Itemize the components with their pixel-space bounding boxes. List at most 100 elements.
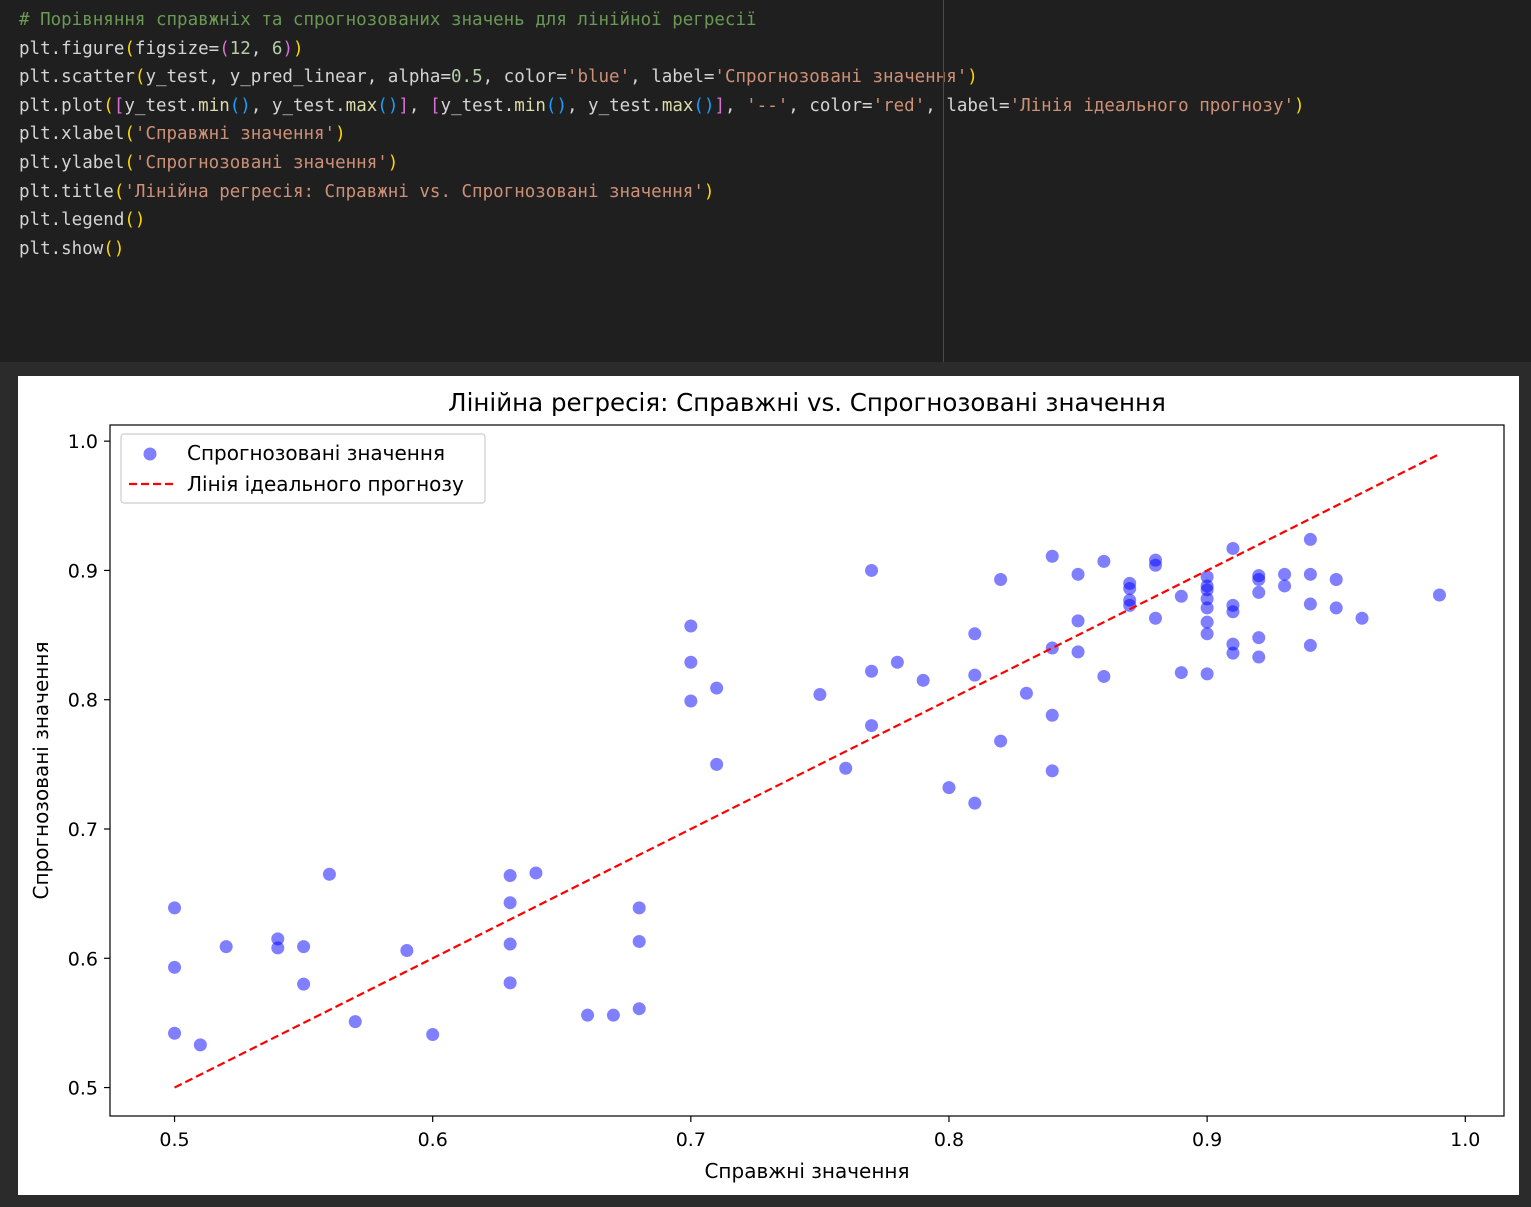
- code-token: 'Спрогнозовані значення': [134, 152, 388, 173]
- scatter-point: [1252, 631, 1266, 645]
- code-token: ): [1294, 95, 1305, 116]
- scatter-points: [168, 532, 1446, 1052]
- axes-frame: [109, 424, 1505, 1117]
- code-cell[interactable]: # Порівняння справжніх та спрогнозованих…: [0, 0, 1531, 362]
- scatter-point: [710, 757, 724, 771]
- code-token: (: [219, 38, 230, 59]
- x-axis: 0.5 0.6 0.7 0.8 0.9 1.0: [159, 1116, 1480, 1151]
- y-tick-label: 0.7: [68, 819, 98, 841]
- scatter-point: [1432, 588, 1446, 602]
- code-editor[interactable]: # Порівняння справжніх та спрогнозованих…: [19, 6, 1305, 263]
- scatter-point: [1200, 583, 1214, 597]
- scatter-point: [684, 619, 698, 633]
- ruler-line: [943, 0, 944, 362]
- code-token: (): [693, 95, 715, 116]
- scatter-point: [1123, 582, 1137, 596]
- scatter-point: [1200, 627, 1214, 641]
- x-axis-label: Справжні значення: [704, 1159, 909, 1183]
- legend-box: [120, 433, 486, 504]
- scatter-point: [219, 940, 233, 954]
- scatter-point: [271, 941, 285, 955]
- code-token: ,: [725, 95, 747, 116]
- scatter-point: [1174, 589, 1188, 603]
- scatter-point: [529, 866, 543, 880]
- code-token: 'Справжні значення': [134, 124, 336, 145]
- x-tick-label: 0.8: [934, 1129, 964, 1151]
- code-token: (: [124, 152, 135, 173]
- code-token: 'Спрогнозовані значення': [714, 67, 968, 88]
- scatter-point: [1019, 686, 1033, 700]
- code-token: [: [429, 95, 441, 116]
- scatter-point: [968, 796, 982, 810]
- scatter-point: [606, 1008, 620, 1022]
- code-token: [: [113, 95, 125, 116]
- code-token: # Порівняння справжніх та спрогнозованих…: [19, 10, 757, 30]
- scatter-point: [1252, 650, 1266, 664]
- scatter-point: [1200, 667, 1214, 681]
- code-token: 'blue': [566, 67, 631, 88]
- code-token: ]: [714, 95, 726, 116]
- code-token: ,: [408, 95, 430, 116]
- code-token: ,: [250, 38, 272, 59]
- x-tick-label: 0.7: [676, 1129, 706, 1151]
- code-token: (): [229, 95, 251, 116]
- scatter-point: [1226, 541, 1240, 555]
- code-token: plt.legend: [19, 210, 125, 231]
- scatter-point: [400, 944, 414, 958]
- scatter-point: [942, 781, 956, 795]
- x-tick-label: 1.0: [1450, 1129, 1480, 1151]
- scatter-point: [1097, 554, 1111, 568]
- scatter-point: [710, 681, 724, 695]
- code-token: ): [387, 152, 399, 173]
- scatter-point: [271, 932, 285, 946]
- code-token: max: [345, 95, 378, 116]
- code-token: 'Лінія ідеального прогнозу': [1009, 95, 1295, 116]
- code-token: (: [124, 38, 135, 59]
- code-token: (: [124, 124, 135, 145]
- scatter-point: [1329, 572, 1343, 586]
- code-token: plt.title: [19, 181, 114, 202]
- scatter-point: [426, 1028, 440, 1042]
- code-token: ): [967, 67, 978, 88]
- scatter-point: [994, 734, 1008, 748]
- code-token: max: [661, 95, 694, 116]
- ideal-line-group: [174, 453, 1440, 1089]
- code-token: '--': [746, 95, 789, 116]
- code-token: , color=: [788, 95, 873, 116]
- code-token: 'red': [872, 95, 926, 116]
- scatter-point: [1200, 601, 1214, 615]
- legend-label-scatter: Спрогнозовані значення: [187, 441, 445, 465]
- scatter-point: [684, 655, 698, 669]
- legend-marker-scatter: [143, 447, 157, 461]
- scatter-point: [916, 673, 930, 687]
- legend: Спрогнозовані значення Лінія ідеального …: [120, 433, 486, 504]
- code-token: , label=: [925, 95, 1010, 116]
- code-token: 12: [229, 38, 251, 59]
- code-token: min: [514, 95, 546, 116]
- scatter-point: [1226, 646, 1240, 660]
- chart-title: Лінійна регресія: Справжні vs. Спрогнозо…: [448, 388, 1166, 417]
- x-tick-label: 0.9: [1192, 1129, 1222, 1151]
- scatter-point: [322, 867, 336, 881]
- scatter-point: [1303, 532, 1317, 546]
- y-tick-label: 0.9: [68, 560, 98, 582]
- scatter-point: [632, 901, 646, 915]
- code-token: (): [377, 95, 399, 116]
- code-token: , color=: [482, 67, 567, 88]
- scatter-point: [1149, 558, 1162, 572]
- code-token: plt.figure: [19, 38, 125, 59]
- scatter-point: [865, 664, 879, 678]
- code-token: plt.scatter: [19, 67, 135, 88]
- scatter-point: [503, 937, 517, 951]
- scatter-point: [865, 563, 879, 577]
- code-token: 'Лінійна регресія: Справжні vs. Спрогноз…: [124, 181, 704, 202]
- code-token: (: [113, 181, 125, 202]
- scatter-point: [297, 940, 311, 954]
- scatter-point: [1200, 570, 1214, 584]
- code-token: (: [134, 67, 146, 88]
- scatter-point: [1123, 598, 1137, 612]
- scatter-point: [1200, 592, 1214, 606]
- scatter-point: [1071, 614, 1085, 628]
- code-token: y_test.: [124, 95, 199, 116]
- code-token: y_test.: [440, 95, 515, 116]
